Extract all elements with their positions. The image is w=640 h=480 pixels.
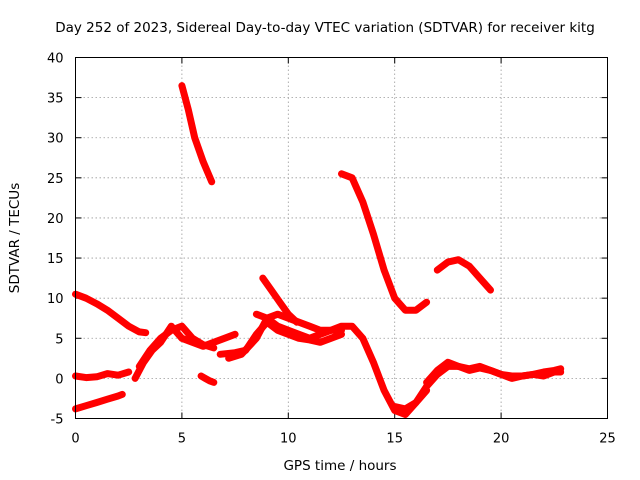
- x-tick-label: 10: [280, 432, 297, 447]
- y-tick-label: 15: [47, 252, 64, 267]
- y-tick-label: 10: [47, 292, 64, 307]
- x-tick-label: 15: [386, 432, 403, 447]
- plot-frame: [75, 57, 608, 419]
- y-tick-label: 20: [47, 212, 64, 227]
- y-tick-label: 40: [47, 52, 64, 67]
- series-track-7: [197, 372, 218, 386]
- y-tick-label: 30: [47, 132, 64, 147]
- y-tick-label: -5: [51, 413, 64, 428]
- y-tick-label: 35: [47, 92, 64, 107]
- gridlines: [75, 57, 608, 419]
- chart-title: Day 252 of 2023, Sidereal Day-to-day VTE…: [55, 20, 595, 36]
- series-track-3: [72, 368, 133, 382]
- y-tick-label: 25: [47, 172, 64, 187]
- series-track-10: [252, 310, 345, 342]
- x-tick-label: 0: [71, 432, 79, 447]
- y-tick-label: 0: [55, 372, 63, 387]
- x-tick-label: 25: [599, 432, 616, 447]
- series-track-11: [259, 274, 301, 326]
- series-track-6: [178, 82, 216, 186]
- x-tick-label: 20: [493, 432, 510, 447]
- series-track-12: [338, 170, 431, 314]
- series-track-2: [72, 390, 126, 413]
- series-track-5: [135, 322, 218, 370]
- axis-ticks: 0 5 10 15 20 25 -5 0 5 10 15 20 25 30 35 40: [47, 52, 616, 447]
- y-axis-label: SDTVAR / TECUs: [7, 183, 23, 293]
- series-track-14: [423, 358, 565, 386]
- y-tick-label: 5: [55, 332, 63, 347]
- data-series: [72, 82, 565, 418]
- series-track-1: [72, 290, 150, 337]
- x-tick-label: 5: [178, 432, 186, 447]
- series-track-15: [433, 256, 494, 294]
- x-axis-label: GPS time / hours: [283, 458, 396, 474]
